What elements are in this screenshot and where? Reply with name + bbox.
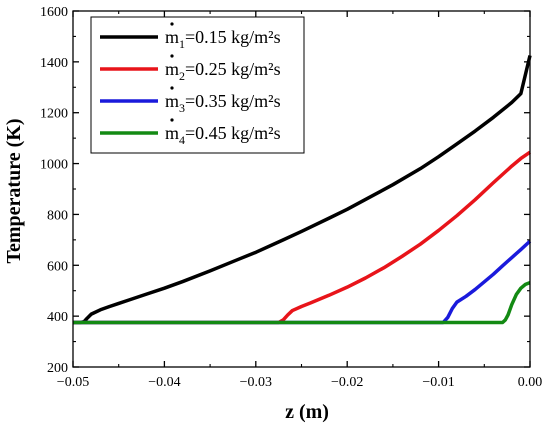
x-tick-label: −0.04: [148, 375, 180, 390]
x-tick-label: −0.03: [240, 375, 272, 390]
legend: m1=0.15 kg/m²s m2=0.25 kg/m²s m3=0.35 kg/m…: [90, 16, 305, 154]
x-tick-label: −0.02: [331, 375, 363, 390]
y-tick-label: 1200: [40, 107, 68, 122]
series-line-2: [73, 150, 531, 325]
legend-label-3: m3=0.35 kg/m²s: [165, 91, 281, 115]
ticks-layer: −0.05 −0.04 −0.03 −0.02 −0.01 0.00 200 400 600 80…: [40, 5, 542, 390]
x-tick-label: −0.01: [422, 375, 454, 390]
series-line-1: [73, 55, 532, 325]
legend-mdot-2: [170, 54, 174, 58]
legend-mdot-1: [170, 22, 174, 26]
y-tick-label: 400: [47, 310, 68, 325]
x-tick-label: 0.00: [518, 375, 543, 390]
x-axis-title: z (m): [285, 401, 329, 423]
series-line-4: [73, 280, 531, 325]
legend-box: [90, 16, 305, 154]
legend-mdot-4: [170, 118, 174, 122]
legend-label-1: m1=0.15 kg/m²s: [165, 27, 281, 51]
series-layer: [73, 55, 532, 325]
x-tick-label: −0.05: [57, 375, 89, 390]
y-tick-label: 1000: [40, 158, 68, 173]
series-line-3: [73, 239, 532, 325]
y-tick-label: 800: [47, 208, 68, 223]
legend-label-2: m2=0.25 kg/m²s: [165, 59, 281, 83]
y-tick-label: 200: [47, 361, 68, 376]
legend-mdot-3: [170, 86, 174, 90]
y-tick-label: 600: [47, 259, 68, 274]
y-axis-title: Temperature (K): [3, 119, 25, 264]
legend-label-4: m4=0.45 kg/m²s: [165, 123, 281, 147]
y-tick-label: 1600: [40, 5, 68, 20]
y-tick-label: 1400: [40, 56, 68, 71]
